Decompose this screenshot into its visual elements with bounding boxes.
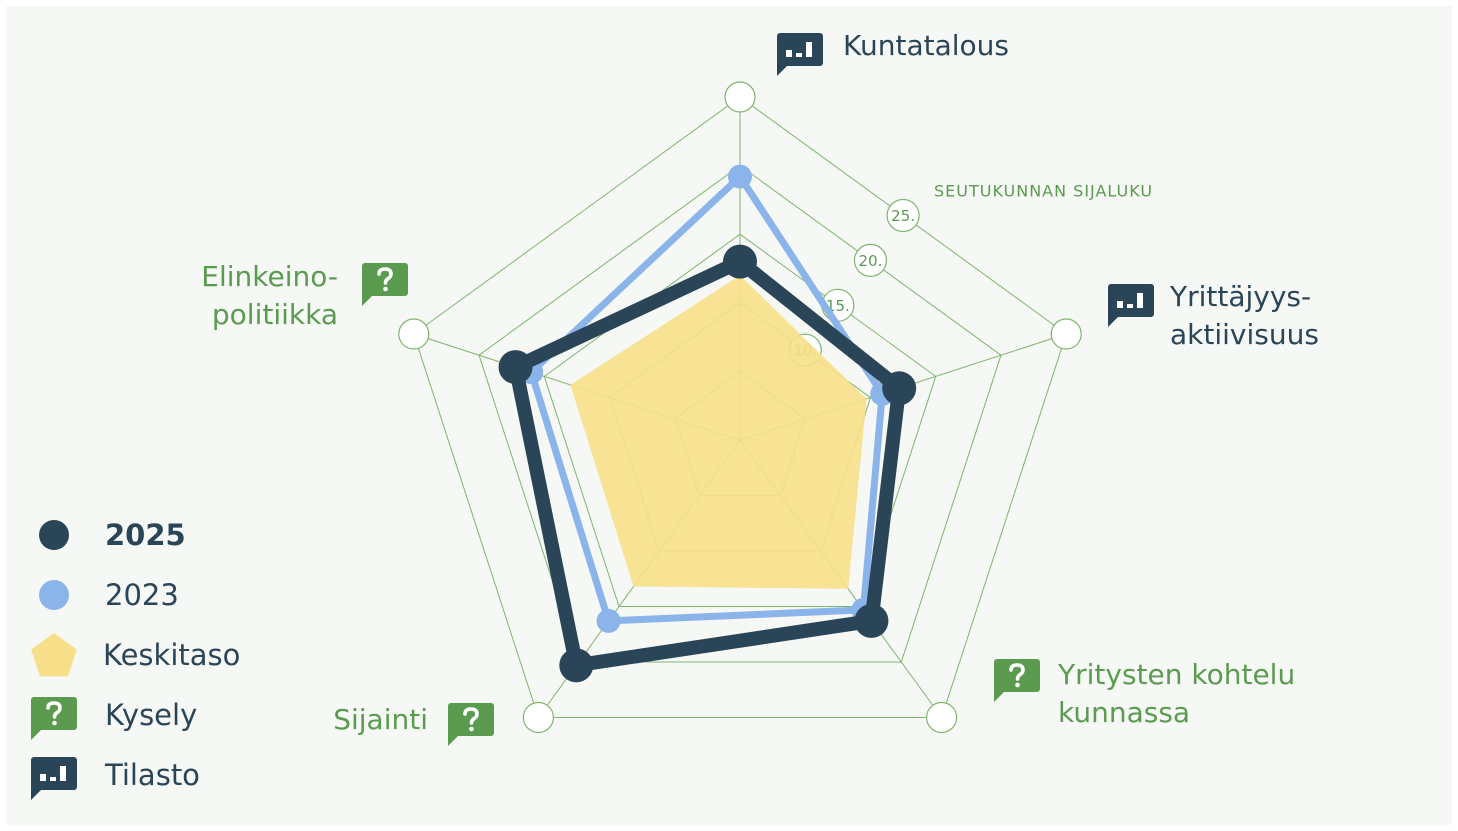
icon-tilasto [777,33,823,76]
axis-end [724,81,756,113]
series-line [508,254,907,673]
axis-label: Sijainti [333,703,428,736]
icon-glyph [1015,682,1020,688]
legend-label: 2025 [105,518,186,552]
tick-label: 20. [859,252,883,270]
tick-badge [886,198,920,233]
axis-label: Yritysten kohtelu [1057,658,1295,691]
icon-glyph [463,707,479,725]
legend-label: 2023 [105,578,179,612]
axis-end [522,701,554,734]
legend-label: Kysely [105,698,197,732]
tick-label: 25. [891,207,915,225]
tick-label: 15. [826,297,850,315]
legend-label: Tilasto [104,758,200,792]
icon-glyph [383,286,388,292]
icon-glyph [40,774,46,781]
point [723,244,757,279]
icon-kysely [362,263,408,306]
axis-end [398,318,430,350]
axis-label: kunnassa [1058,696,1190,729]
axis-label: aktiivisuus [1170,318,1319,351]
icon-glyph [796,53,802,57]
axis-label: Kuntatalous [843,29,1009,62]
icon-glyph [469,726,474,732]
icon-glyph [806,42,812,57]
icon-glyph [1137,293,1143,308]
grid-ring [543,233,937,607]
legend-swatch [39,520,69,550]
icon-kysely [994,659,1040,702]
grid-ring [413,96,1067,718]
axis-label: Elinkeino- [201,260,338,293]
icon-glyph [377,267,393,285]
icon-glyph [52,720,57,726]
point [882,371,917,406]
legend-label: Keskitaso [103,638,240,672]
icon-kysely [448,703,494,746]
icon-tilasto [1108,284,1154,327]
point [728,164,752,189]
point [559,648,594,683]
icon-glyph [1009,663,1025,681]
icon-glyph [60,766,66,781]
icon-glyph [1127,304,1133,308]
legend-swatch [39,580,69,610]
icon-glyph [786,50,792,57]
icon-glyph [50,777,56,781]
point [854,603,889,638]
point [498,350,533,385]
axis-end [926,701,958,734]
axis-label: Yrittäjyys- [1169,280,1311,313]
icon-glyph [46,701,62,719]
tick-badge [853,243,888,278]
area [570,275,867,589]
icon-tilasto [31,757,77,800]
axis-end [1050,318,1082,350]
axis-title: SEUTUKUNNAN SIJALUKU [934,182,1153,201]
point [596,608,621,633]
axis-label: politiikka [212,298,338,331]
grid-ring [478,164,1002,663]
icon-glyph [1117,301,1123,308]
icon-kysely [31,697,77,740]
legend-swatch [31,633,77,677]
